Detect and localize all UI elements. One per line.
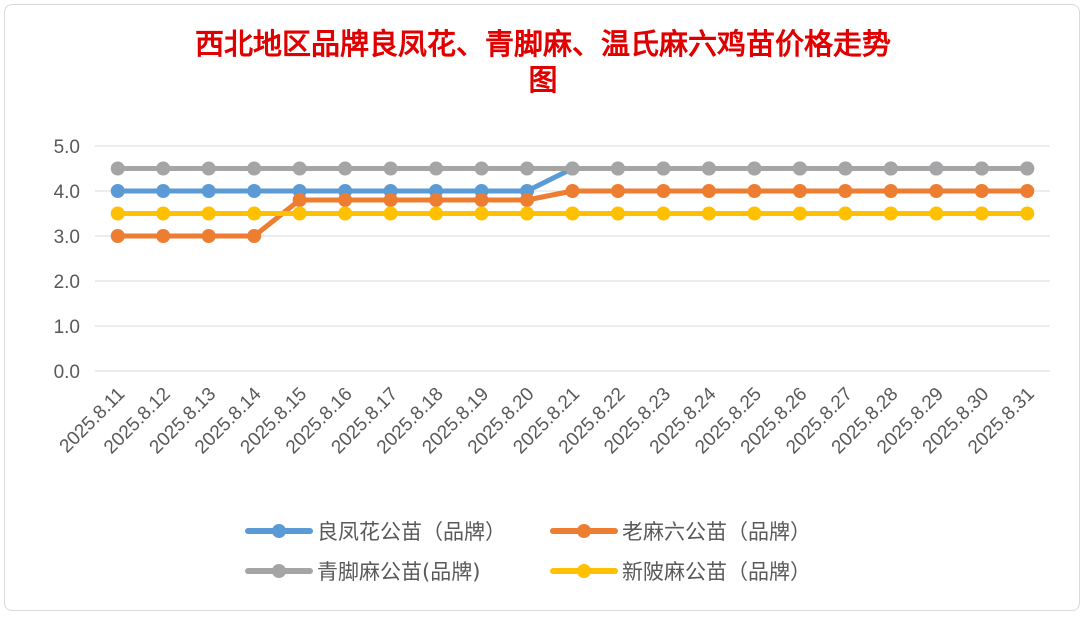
y-tick-label: 3.0 bbox=[54, 227, 80, 248]
data-point bbox=[292, 161, 307, 176]
data-point bbox=[929, 206, 944, 221]
data-point bbox=[156, 161, 171, 176]
data-point bbox=[156, 206, 171, 221]
data-point bbox=[565, 206, 580, 221]
data-point bbox=[974, 184, 989, 198]
data-point bbox=[247, 161, 262, 176]
data-point bbox=[656, 161, 671, 176]
data-point bbox=[656, 184, 671, 198]
chart-title: 西北地区品牌良凤花、青脚麻、温氏麻六鸡苗价格走势 图 bbox=[0, 26, 1086, 98]
data-point bbox=[520, 161, 535, 176]
data-point bbox=[974, 206, 989, 221]
legend-label: 老麻六公苗（品牌） bbox=[622, 520, 811, 544]
data-point bbox=[883, 206, 898, 221]
data-point bbox=[474, 161, 489, 176]
data-point bbox=[883, 184, 898, 198]
data-point bbox=[1020, 206, 1035, 221]
data-point bbox=[247, 206, 262, 221]
data-point bbox=[338, 206, 353, 221]
y-tick-label: 4.0 bbox=[54, 182, 80, 203]
data-point bbox=[110, 161, 125, 176]
legend-item-qingjiaoma: 青脚麻公苗(品牌) bbox=[245, 556, 480, 586]
chart-title-line-2: 图 bbox=[528, 63, 558, 97]
data-point bbox=[338, 161, 353, 176]
data-point bbox=[792, 184, 807, 198]
data-point bbox=[610, 161, 625, 176]
data-point bbox=[429, 193, 444, 207]
legend-label: 良凤花公苗（品牌） bbox=[317, 520, 506, 544]
data-point bbox=[156, 229, 171, 243]
data-point bbox=[383, 206, 398, 221]
data-point bbox=[929, 161, 944, 176]
data-point bbox=[247, 184, 262, 198]
data-point bbox=[201, 206, 216, 221]
y-tick-label: 0.0 bbox=[54, 362, 80, 383]
data-point bbox=[1020, 161, 1035, 176]
data-point bbox=[838, 161, 853, 176]
data-point bbox=[838, 184, 853, 198]
y-tick-label: 1.0 bbox=[54, 317, 80, 338]
data-point bbox=[929, 184, 944, 198]
data-point bbox=[747, 206, 762, 221]
legend-swatch-icon bbox=[550, 516, 618, 546]
data-point bbox=[247, 229, 262, 243]
chart-title-line-1: 西北地区品牌良凤花、青脚麻、温氏麻六鸡苗价格走势 bbox=[194, 27, 891, 61]
data-point bbox=[110, 229, 125, 243]
data-point bbox=[474, 206, 489, 221]
data-point bbox=[201, 229, 216, 243]
data-point bbox=[292, 193, 307, 207]
data-point bbox=[429, 206, 444, 221]
data-point bbox=[383, 193, 398, 207]
data-point bbox=[520, 206, 535, 221]
data-point bbox=[792, 206, 807, 221]
data-point bbox=[1020, 184, 1035, 198]
data-point bbox=[610, 184, 625, 198]
data-point bbox=[747, 184, 762, 198]
chart-frame bbox=[4, 4, 1080, 611]
data-point bbox=[701, 184, 716, 198]
data-point bbox=[883, 161, 898, 176]
data-point bbox=[338, 193, 353, 207]
y-tick-label: 2.0 bbox=[54, 272, 80, 293]
data-point bbox=[747, 161, 762, 176]
data-point bbox=[565, 184, 580, 198]
data-point bbox=[110, 184, 125, 198]
data-point bbox=[974, 161, 989, 176]
data-point bbox=[520, 193, 535, 207]
legend-swatch-icon bbox=[245, 556, 313, 586]
data-point bbox=[201, 184, 216, 198]
y-tick-label: 5.0 bbox=[54, 137, 80, 158]
data-point bbox=[838, 206, 853, 221]
data-point bbox=[201, 161, 216, 176]
legend-swatch-icon bbox=[550, 556, 618, 586]
data-point bbox=[110, 206, 125, 221]
legend-label: 青脚麻公苗(品牌) bbox=[317, 560, 481, 584]
data-point bbox=[474, 193, 489, 207]
data-point bbox=[156, 184, 171, 198]
data-point bbox=[656, 206, 671, 221]
legend-item-liangfenghua: 良凤花公苗（品牌） bbox=[245, 516, 506, 546]
data-point bbox=[292, 206, 307, 221]
data-point bbox=[610, 206, 625, 221]
legend-label: 新陂麻公苗（品牌） bbox=[622, 560, 811, 584]
data-point bbox=[565, 161, 580, 176]
legend-item-xinbeima: 新陂麻公苗（品牌） bbox=[550, 556, 811, 586]
data-point bbox=[701, 161, 716, 176]
legend-item-laomaliu: 老麻六公苗（品牌） bbox=[550, 516, 811, 546]
data-point bbox=[792, 161, 807, 176]
legend-swatch-icon bbox=[245, 516, 313, 546]
data-point bbox=[383, 161, 398, 176]
data-point bbox=[429, 161, 444, 176]
data-point bbox=[701, 206, 716, 221]
